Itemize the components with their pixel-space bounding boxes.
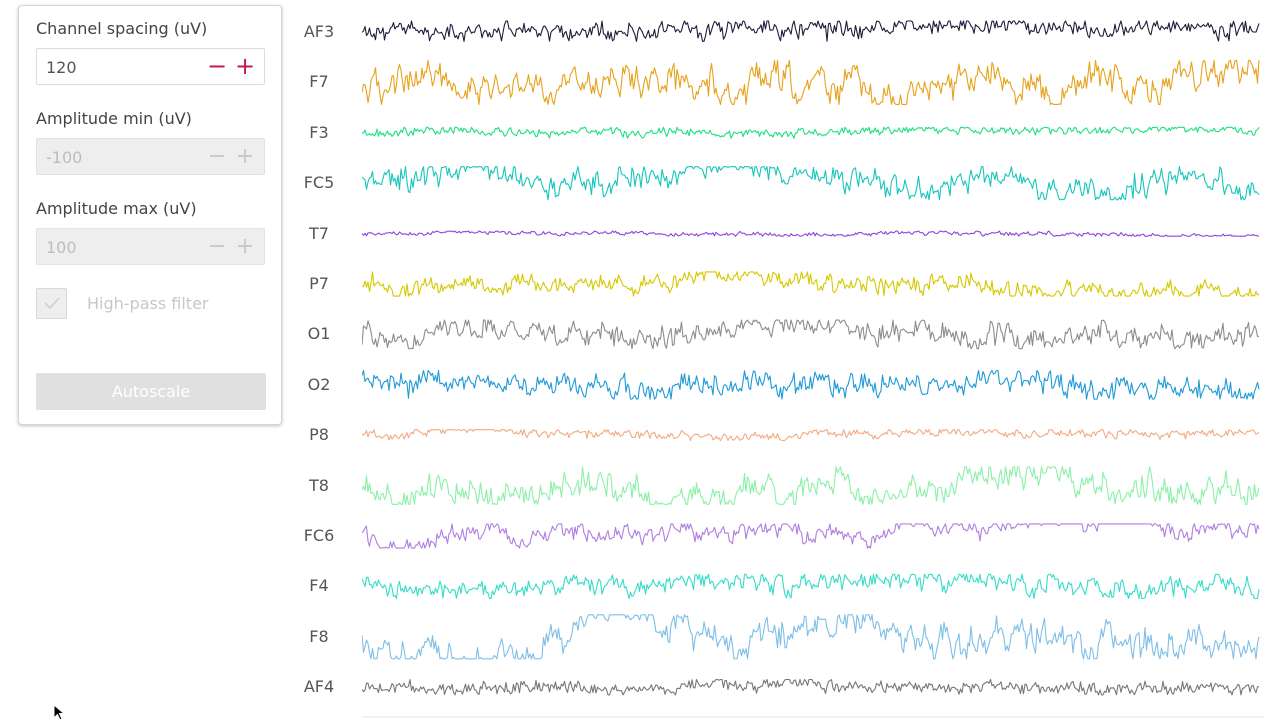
trace-p7 bbox=[362, 271, 1260, 297]
amplitude-min-label: Amplitude min (uV) bbox=[36, 109, 192, 128]
settings-panel: Channel spacing (uV) 120 − + Amplitude m… bbox=[18, 5, 282, 425]
trace-p8 bbox=[362, 429, 1260, 442]
trace-af4 bbox=[362, 678, 1260, 696]
channel-label-p7: P7 bbox=[309, 274, 329, 293]
channel-spacing-stepper[interactable]: 120 − + bbox=[36, 48, 265, 85]
amplitude-max-label: Amplitude max (uV) bbox=[36, 199, 197, 218]
channel-spacing-value[interactable]: 120 bbox=[46, 58, 77, 77]
highpass-filter-checkbox[interactable] bbox=[36, 288, 67, 319]
amplitude-max-stepper[interactable]: 100 − + bbox=[36, 228, 265, 265]
mouse-cursor-icon bbox=[53, 704, 66, 720]
channel-spacing-increment-button[interactable]: + bbox=[234, 52, 256, 80]
amplitude-min-decrement-button[interactable]: − bbox=[207, 144, 227, 169]
channel-label-fc5: FC5 bbox=[303, 173, 335, 193]
trace-f7 bbox=[362, 59, 1260, 105]
channel-label-t8: T8 bbox=[309, 475, 329, 495]
channel-label-fc6: FC6 bbox=[303, 526, 335, 545]
channel-label-f3: F3 bbox=[309, 122, 329, 142]
trace-t8 bbox=[362, 466, 1260, 505]
amplitude-max-decrement-button[interactable]: − bbox=[207, 234, 227, 259]
channel-label-o1: O1 bbox=[307, 324, 331, 344]
trace-fc5 bbox=[362, 166, 1260, 201]
eeg-traces-plot[interactable] bbox=[362, 5, 1264, 715]
channel-label-af3: AF3 bbox=[303, 22, 335, 41]
channel-spacing-label: Channel spacing (uV) bbox=[36, 19, 208, 38]
trace-fc6 bbox=[362, 523, 1260, 549]
channel-label-p8: P8 bbox=[309, 425, 329, 445]
amplitude-min-stepper[interactable]: -100 − + bbox=[36, 138, 265, 175]
trace-o2 bbox=[362, 369, 1260, 400]
amplitude-max-increment-button[interactable]: + bbox=[235, 234, 255, 259]
trace-f4 bbox=[362, 573, 1260, 600]
trace-f3 bbox=[362, 126, 1260, 139]
trace-o1 bbox=[362, 319, 1260, 350]
trace-f8 bbox=[362, 614, 1260, 660]
trace-t7 bbox=[362, 230, 1260, 237]
plot-scrollbar-track[interactable] bbox=[362, 716, 1264, 718]
channel-label-f7: F7 bbox=[309, 72, 329, 92]
channel-label-f4: F4 bbox=[309, 576, 329, 596]
checkmark-icon bbox=[44, 297, 60, 310]
highpass-filter-label: High-pass filter bbox=[87, 294, 209, 313]
autoscale-button[interactable]: Autoscale bbox=[36, 373, 266, 410]
channel-label-f8: F8 bbox=[309, 626, 329, 646]
channel-label-t7: T7 bbox=[309, 223, 329, 243]
channel-label-o2: O2 bbox=[307, 374, 331, 394]
channel-spacing-decrement-button[interactable]: − bbox=[206, 52, 228, 80]
amplitude-max-value[interactable]: 100 bbox=[46, 238, 77, 257]
trace-af3 bbox=[362, 20, 1260, 42]
amplitude-min-increment-button[interactable]: + bbox=[235, 144, 255, 169]
amplitude-min-value[interactable]: -100 bbox=[46, 148, 83, 167]
channel-label-af4: AF4 bbox=[303, 677, 335, 697]
